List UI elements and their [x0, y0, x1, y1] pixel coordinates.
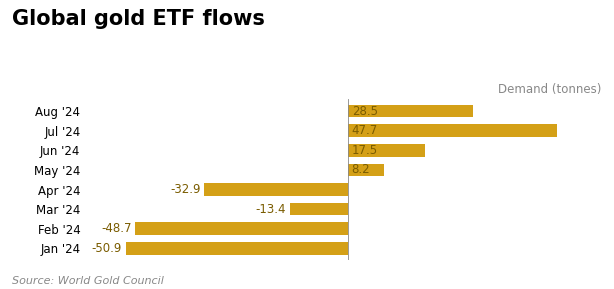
Text: -48.7: -48.7 [101, 222, 132, 235]
Bar [348, 164, 384, 176]
Bar [348, 105, 473, 117]
Text: Demand (tonnes): Demand (tonnes) [499, 83, 602, 96]
Text: Global gold ETF flows: Global gold ETF flows [12, 9, 265, 29]
Bar [348, 144, 425, 157]
Text: 8.2: 8.2 [352, 163, 370, 176]
Bar [348, 124, 557, 137]
Text: 28.5: 28.5 [352, 105, 378, 118]
Bar [126, 242, 348, 255]
Bar [135, 222, 348, 235]
Text: -50.9: -50.9 [92, 242, 122, 255]
Text: 17.5: 17.5 [352, 144, 378, 157]
Bar [290, 203, 348, 216]
Text: -13.4: -13.4 [255, 203, 286, 216]
Text: Source: World Gold Council: Source: World Gold Council [12, 276, 164, 286]
Text: 47.7: 47.7 [352, 124, 378, 137]
Text: -32.9: -32.9 [171, 183, 201, 196]
Bar [204, 183, 348, 196]
